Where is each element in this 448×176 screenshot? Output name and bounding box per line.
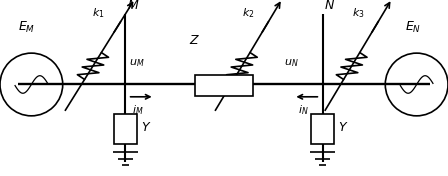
- Text: $k_2$: $k_2$: [242, 6, 255, 20]
- Text: $k_3$: $k_3$: [352, 6, 365, 20]
- Text: $u_N$: $u_N$: [284, 57, 299, 69]
- Text: $Y$: $Y$: [141, 121, 151, 134]
- Bar: [311, 114, 334, 144]
- Bar: [311, 114, 334, 144]
- Bar: [195, 75, 253, 96]
- Bar: [114, 114, 137, 144]
- Text: $Z$: $Z$: [190, 34, 200, 47]
- Bar: [195, 75, 253, 96]
- Text: $E_M$: $E_M$: [18, 20, 35, 35]
- Bar: [114, 114, 137, 144]
- Text: $i_N$: $i_N$: [298, 103, 309, 117]
- Text: $N$: $N$: [324, 0, 335, 12]
- Text: $Y$: $Y$: [338, 121, 349, 134]
- Text: $u_M$: $u_M$: [129, 57, 145, 69]
- Text: $i_M$: $i_M$: [132, 103, 144, 117]
- Text: $M$: $M$: [127, 0, 139, 12]
- Text: $E_N$: $E_N$: [405, 20, 422, 35]
- Text: $k_1$: $k_1$: [92, 6, 105, 20]
